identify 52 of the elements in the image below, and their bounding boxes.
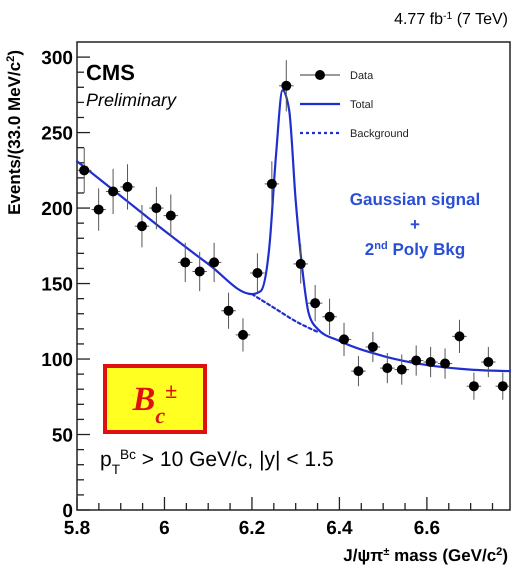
y-tick-label: 100: [41, 350, 73, 372]
x-axis-title: J/ψπ$^{±}$ mass (GeV/c$^{2}$): [343, 546, 508, 565]
point: [396, 364, 407, 375]
y-tick-label: 300: [41, 48, 73, 70]
point: [252, 268, 262, 278]
y-tick-label: 50: [52, 426, 73, 447]
point: [468, 381, 479, 392]
point: [310, 298, 320, 308]
annotation: 2$^{nd}$ Poly Bkg: [364, 240, 466, 259]
point: [151, 203, 162, 214]
legend-label: Background: [350, 128, 409, 140]
y-tick-label: 250: [41, 124, 73, 145]
x-tick-label: 6.6: [414, 518, 440, 539]
y-tick-label: 200: [41, 199, 73, 220]
line-series: [250, 293, 319, 333]
point: [224, 306, 234, 316]
point: [353, 366, 364, 376]
point: [426, 357, 436, 368]
legend-label: Data: [350, 70, 374, 82]
annotation: p$_{T}$$^{Bc}$ > 10 GeV/c, |y| < 1.5: [100, 446, 334, 476]
point: [281, 80, 292, 91]
annotation: CMS: [86, 60, 135, 85]
point: [180, 257, 190, 268]
point: [411, 356, 422, 366]
point: [339, 334, 350, 344]
point: [79, 165, 90, 176]
point: [166, 210, 176, 221]
chart-title: 4.77 fb$^{-1}$ (7 TeV): [394, 10, 508, 28]
legend-label: Total: [350, 99, 374, 111]
annotation: +: [410, 215, 420, 234]
annotation: Preliminary: [86, 90, 178, 110]
y-tick-label: 150: [41, 274, 73, 296]
annotation: Gaussian signal: [350, 190, 480, 209]
point: [266, 178, 277, 189]
point: [324, 312, 335, 322]
point: [209, 257, 220, 268]
point: [108, 186, 118, 196]
point: [382, 363, 392, 374]
point: [368, 342, 378, 352]
point: [238, 330, 248, 340]
x-tick-label: 6.4: [326, 518, 354, 539]
point: [122, 182, 133, 192]
point: [296, 258, 306, 269]
x-tick-label: 6.2: [238, 518, 266, 539]
point: [136, 221, 147, 232]
point: [498, 381, 508, 392]
point: [483, 357, 494, 368]
point: [440, 358, 450, 369]
x-tick-label: 6: [159, 518, 170, 539]
point: [454, 331, 464, 342]
point: [194, 266, 205, 276]
point: [94, 204, 104, 215]
